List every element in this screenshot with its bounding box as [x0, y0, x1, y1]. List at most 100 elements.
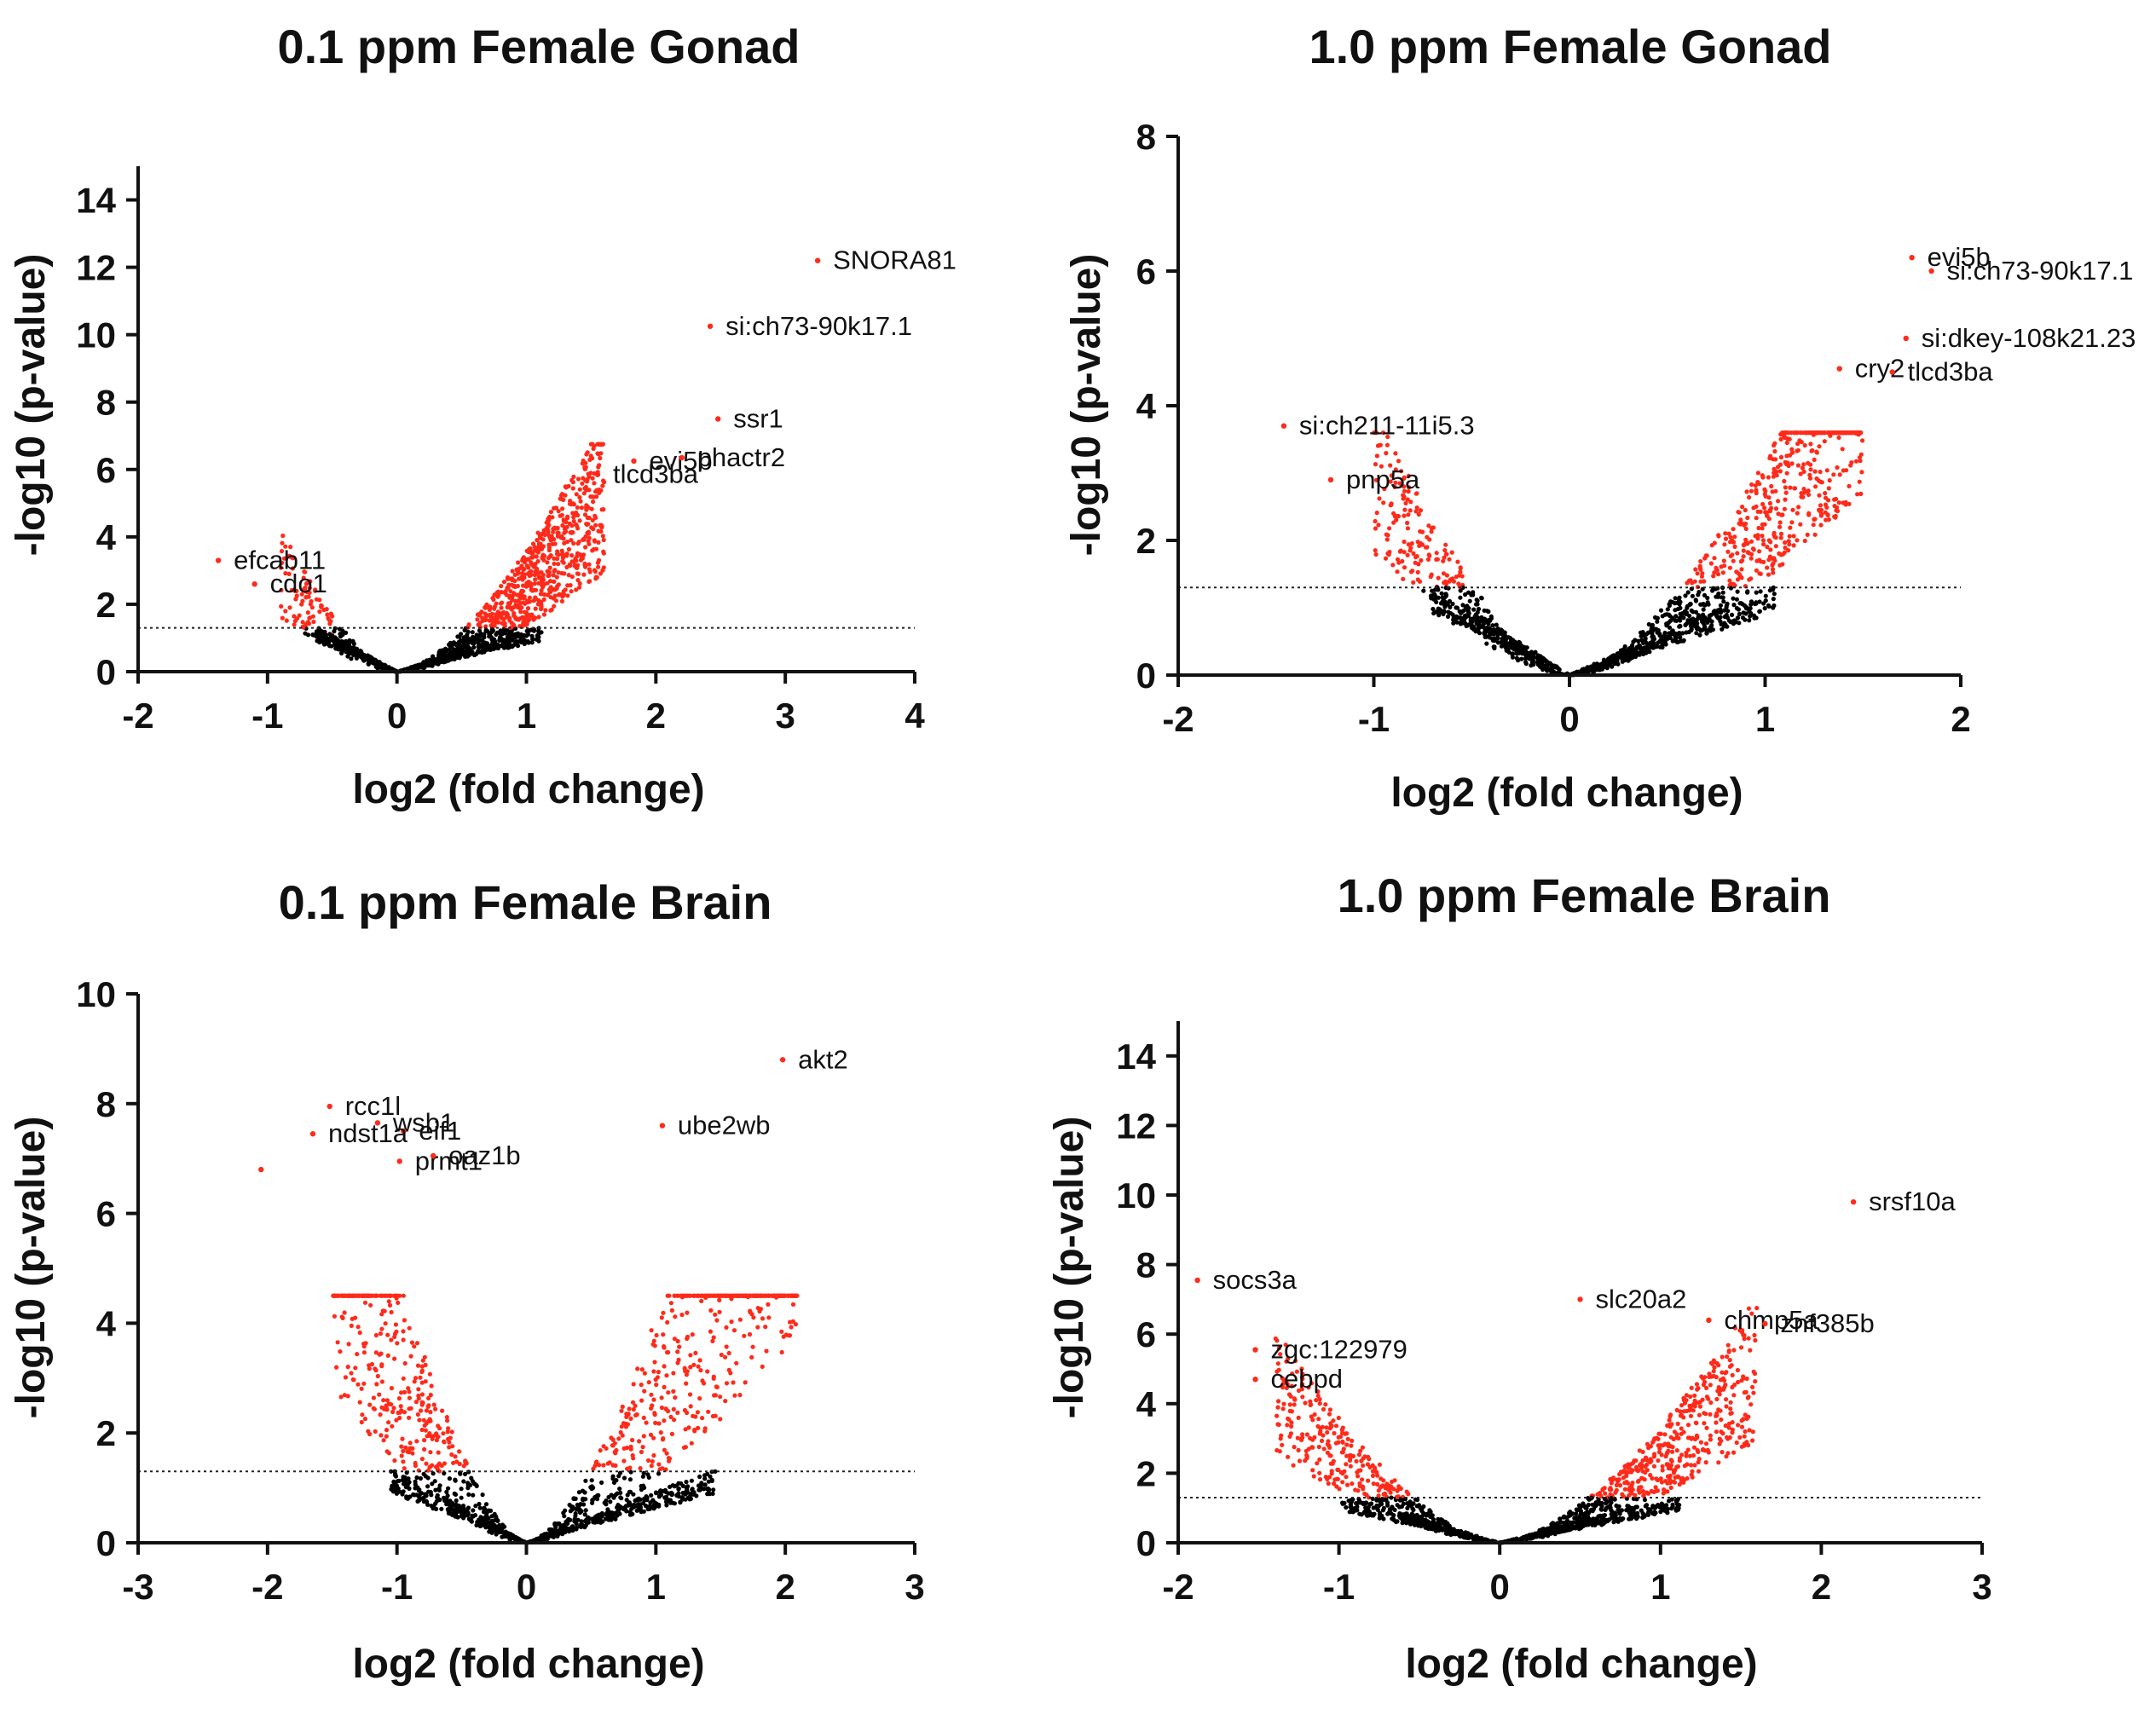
data-point [559, 570, 564, 576]
data-point [425, 1475, 431, 1481]
data-point [422, 1446, 427, 1452]
data-point [1808, 467, 1813, 472]
data-point [1795, 463, 1801, 468]
data-point [540, 574, 546, 580]
data-point [1783, 546, 1788, 551]
data-point [575, 505, 581, 511]
data-point [452, 653, 457, 658]
x-axis-label: log2 (fold change) [1405, 1642, 1757, 1687]
data-point [460, 1506, 465, 1511]
data-point [568, 583, 573, 588]
data-point [1449, 550, 1454, 555]
data-point [592, 1464, 598, 1469]
data-point [575, 551, 581, 556]
data-point [1464, 615, 1469, 620]
data-point [1673, 614, 1679, 619]
data-point [401, 1448, 406, 1453]
data-point [1641, 640, 1646, 646]
data-point [342, 1293, 347, 1298]
data-point [583, 1518, 588, 1524]
data-point [386, 1299, 391, 1304]
data-point [604, 1502, 609, 1507]
data-point [1750, 546, 1756, 551]
data-point [280, 540, 285, 546]
data-point [306, 621, 312, 626]
data-point [639, 1383, 644, 1388]
data-point [653, 1377, 658, 1383]
data-point [1808, 442, 1813, 447]
data-point [685, 1490, 691, 1495]
data-point [385, 1353, 390, 1358]
data-point [515, 604, 520, 610]
data-point [506, 582, 512, 587]
data-point [1731, 527, 1736, 532]
data-point [690, 1332, 695, 1337]
data-point [1405, 497, 1410, 502]
data-point [586, 529, 592, 534]
data-point [1809, 448, 1814, 453]
data-point [502, 640, 507, 645]
data-point [1836, 435, 1841, 440]
data-point [1739, 575, 1744, 580]
data-point [484, 1524, 489, 1529]
data-point [279, 587, 284, 593]
data-point [1698, 602, 1703, 607]
data-point [522, 559, 528, 565]
data-point [1500, 636, 1505, 642]
data-point [1442, 604, 1448, 609]
data-point [583, 545, 588, 550]
data-point [508, 589, 513, 594]
data-point [535, 538, 540, 543]
data-point [672, 1293, 677, 1298]
data-point [766, 1302, 771, 1307]
data-point [729, 1319, 734, 1325]
labeled-gene-point [814, 257, 821, 263]
data-point [421, 1471, 426, 1476]
data-point [486, 613, 491, 618]
data-point [355, 1382, 361, 1387]
data-point [598, 1517, 603, 1522]
data-point [1807, 476, 1813, 481]
data-point [1421, 588, 1426, 593]
data-point [512, 584, 517, 589]
data-point [396, 1396, 402, 1401]
data-point [517, 616, 523, 621]
data-point [413, 1376, 419, 1381]
data-point [1765, 545, 1770, 550]
data-point [1688, 620, 1693, 626]
data-point [512, 572, 517, 578]
data-point [1735, 589, 1740, 594]
data-point [1737, 601, 1743, 606]
data-point [1689, 608, 1694, 614]
data-point [630, 1400, 636, 1405]
data-point [1732, 544, 1737, 550]
data-point [492, 606, 497, 611]
data-point [1835, 465, 1840, 471]
data-point [779, 1349, 784, 1355]
data-point [644, 1420, 649, 1425]
data-point [705, 1369, 710, 1374]
data-point [452, 1491, 457, 1496]
data-point [388, 1293, 393, 1298]
data-point [1447, 579, 1452, 584]
data-point [539, 602, 544, 607]
data-point [1420, 529, 1425, 534]
data-point [522, 618, 528, 623]
data-point [536, 615, 541, 620]
data-point [448, 644, 453, 650]
data-point [685, 1369, 690, 1374]
data-point [566, 1516, 571, 1521]
data-point [549, 607, 554, 613]
data-point [596, 564, 601, 569]
data-point [559, 548, 564, 553]
data-point [485, 1510, 490, 1515]
data-point [1707, 617, 1712, 622]
data-point [675, 1349, 680, 1354]
data-point [532, 598, 537, 603]
data-point [494, 590, 500, 595]
data-point [760, 1364, 765, 1369]
data-point [522, 596, 527, 601]
data-point [589, 506, 594, 511]
y-axis-label: -log10 (p-value) [9, 1117, 54, 1419]
point-cloud [1372, 430, 1865, 678]
